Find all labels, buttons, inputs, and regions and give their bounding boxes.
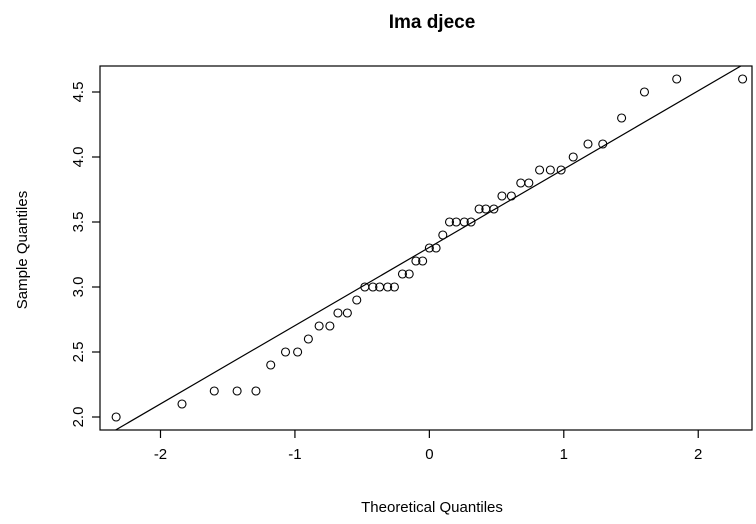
- data-point: [314, 321, 324, 331]
- y-tick-label: 4.5: [70, 82, 87, 103]
- data-point: [389, 282, 399, 292]
- data-point: [556, 165, 566, 175]
- x-tick-label: -2: [154, 446, 167, 463]
- data-point: [418, 256, 428, 266]
- data-point: [431, 243, 441, 253]
- data-point: [506, 191, 516, 201]
- data-point: [280, 347, 291, 357]
- data-point: [466, 217, 476, 227]
- data-point: [598, 139, 608, 149]
- y-tick-label: 4.0: [70, 147, 87, 168]
- data-point: [617, 113, 627, 123]
- data-point: [352, 295, 362, 305]
- x-tick-label: 1: [560, 446, 568, 463]
- plot-border: [99, 65, 753, 431]
- data-point: [516, 178, 526, 188]
- data-point: [303, 334, 313, 344]
- data-point: [545, 165, 555, 175]
- data-point: [293, 347, 303, 357]
- data-point: [368, 282, 378, 292]
- data-point: [404, 269, 414, 279]
- data-point: [535, 165, 545, 175]
- data-point: [251, 386, 261, 396]
- data-point: [383, 282, 393, 292]
- y-tick-label: 2.5: [70, 342, 87, 363]
- chart-title: Ima djece: [389, 12, 476, 33]
- data-point: [177, 399, 187, 409]
- x-axis-label: Theoretical Quantiles: [361, 499, 503, 516]
- data-point: [738, 74, 748, 84]
- data-point: [497, 191, 507, 201]
- data-point: [342, 308, 352, 318]
- data-point: [397, 269, 408, 279]
- data-point: [266, 360, 276, 370]
- data-point: [524, 178, 534, 188]
- data-point: [209, 386, 219, 396]
- data-point: [424, 243, 434, 253]
- data-point: [333, 308, 343, 318]
- data-point: [459, 217, 469, 227]
- y-axis-label: Sample Quantiles: [14, 191, 31, 309]
- x-tick-label: 2: [694, 446, 702, 463]
- y-tick-label: 3.0: [70, 277, 87, 298]
- y-tick-label: 2.0: [70, 407, 87, 428]
- data-point: [583, 139, 593, 149]
- data-point: [438, 230, 448, 240]
- data-point: [111, 412, 121, 422]
- data-point: [232, 386, 242, 396]
- x-tick-label: -1: [288, 446, 301, 463]
- data-point: [639, 87, 650, 97]
- data-point: [474, 204, 484, 214]
- data-point: [444, 217, 455, 227]
- data-point: [325, 321, 335, 331]
- plot-area: -2 -1 0 1 2 2.0 2.5 3.0 3.5 4.0 4.5: [70, 65, 753, 463]
- data-point: [672, 74, 682, 84]
- data-point: [489, 204, 499, 214]
- y-tick-label: 3.5: [70, 212, 87, 233]
- x-tick-label: 0: [425, 446, 433, 463]
- data-point: [568, 152, 578, 162]
- data-point: [411, 256, 421, 266]
